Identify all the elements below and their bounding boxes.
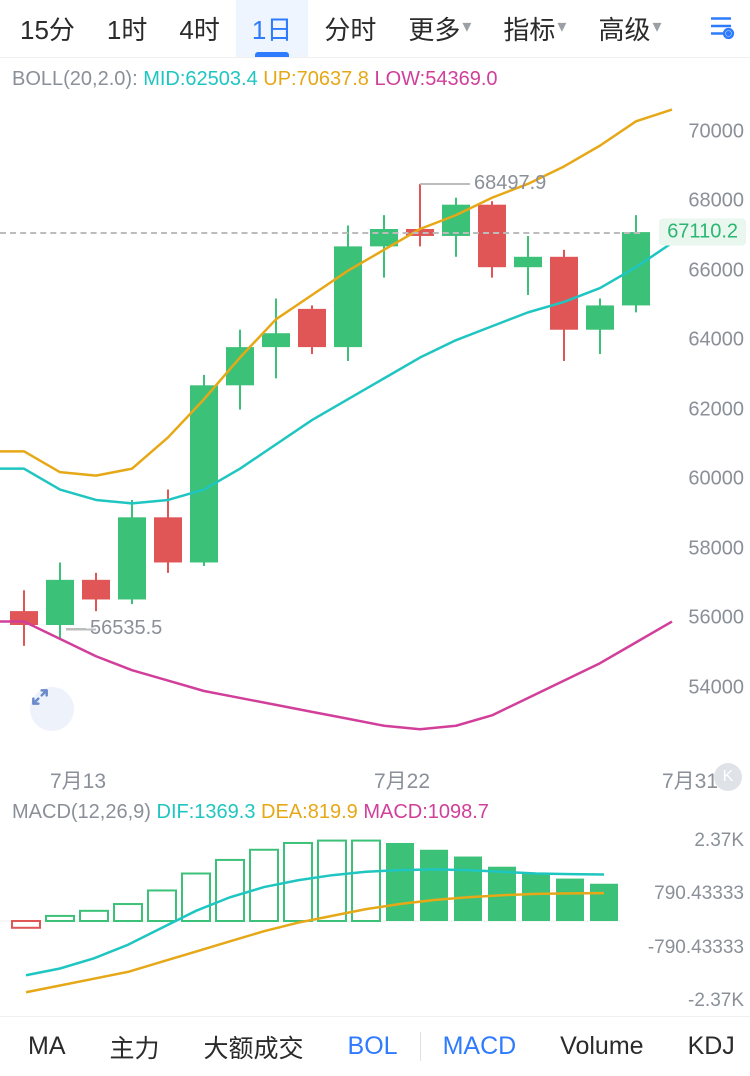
y-axis-label: 56000: [688, 607, 744, 630]
current-price-badge: 67110.2: [659, 219, 746, 246]
tab-advanced[interactable]: 高级▾: [582, 0, 677, 57]
chevron-down-icon: ▾: [462, 16, 471, 37]
high-annotation: 68497.9: [450, 172, 546, 195]
indicator-tabs: MA主力大额成交BOLMACDVolumeKDJRSI: [0, 1016, 750, 1076]
low-annotation: 56535.5: [66, 617, 162, 640]
macd-y-label: 790.43333: [654, 883, 744, 905]
y-axis-label: 68000: [688, 190, 744, 213]
tab-indicators[interactable]: 指标▾: [487, 0, 582, 57]
boll-prefix: BOLL(20,2.0):: [12, 68, 143, 90]
y-axis-label: 58000: [688, 537, 744, 560]
macd-dea-value: DEA:819.9: [261, 801, 358, 823]
k-badge-icon[interactable]: K: [714, 763, 742, 791]
x-axis-label: 7月22: [374, 765, 430, 795]
y-axis-label: 60000: [688, 468, 744, 491]
indicator-tab-主力[interactable]: 主力: [88, 1029, 182, 1065]
chevron-down-icon: ▾: [652, 16, 661, 37]
tab-more[interactable]: 更多▾: [392, 0, 487, 57]
y-axis-label: 66000: [688, 259, 744, 282]
macd-dif-value: DIF:1369.3: [157, 801, 256, 823]
indicator-tab-大额成交[interactable]: 大额成交: [182, 1029, 326, 1065]
settings-icon[interactable]: [696, 11, 746, 46]
macd-prefix: MACD(12,26,9): [12, 801, 151, 823]
boll-up-value: UP:70637.8: [263, 68, 369, 90]
tab-1h[interactable]: 1时: [91, 0, 163, 57]
y-axis-label: 64000: [688, 329, 744, 352]
tab-timeshare[interactable]: 分时: [308, 0, 392, 57]
y-axis-label: 54000: [688, 676, 744, 699]
price-chart[interactable]: 54000 56000 58000 60000 62000 64000 66000 68000…: [0, 97, 750, 757]
x-axis-label: 7月13: [50, 765, 106, 795]
boll-legend: BOLL(20,2.0): MID:62503.4 UP:70637.8 LOW…: [0, 58, 750, 97]
x-axis: K 7月13 7月22 7月31: [0, 757, 750, 797]
indicator-tab-kdj[interactable]: KDJ: [666, 1032, 750, 1061]
macd-y-label: 2.37K: [694, 830, 744, 852]
tab-15m[interactable]: 15分: [4, 0, 91, 57]
chevron-down-icon: ▾: [557, 16, 566, 37]
indicator-tab-ma[interactable]: MA: [6, 1032, 88, 1061]
tab-1d[interactable]: 1日: [236, 0, 308, 57]
indicator-tab-bol[interactable]: BOL: [326, 1032, 420, 1061]
macd-y-label: -790.43333: [648, 937, 744, 959]
y-axis-label: 62000: [688, 398, 744, 421]
indicator-tab-macd[interactable]: MACD: [420, 1032, 539, 1061]
macd-y-label: -2.37K: [688, 990, 744, 1012]
boll-low-value: LOW:54369.0: [374, 68, 497, 90]
tab-4h[interactable]: 4时: [163, 0, 235, 57]
expand-icon[interactable]: [30, 687, 74, 731]
boll-mid-value: MID:62503.4: [143, 68, 258, 90]
y-axis-label: 70000: [688, 120, 744, 143]
x-axis-label: 7月31: [662, 765, 718, 795]
macd-legend: MACD(12,26,9) DIF:1369.3 DEA:819.9 MACD:…: [0, 797, 750, 826]
macd-chart[interactable]: 2.37K 790.43333 -790.43333 -2.37K: [0, 826, 750, 1016]
macd-macd-value: MACD:1098.7: [363, 801, 489, 823]
indicator-tab-volume[interactable]: Volume: [538, 1032, 665, 1061]
timeframe-tabs: 15分 1时 4时 1日 分时 更多▾ 指标▾ 高级▾: [0, 0, 750, 58]
